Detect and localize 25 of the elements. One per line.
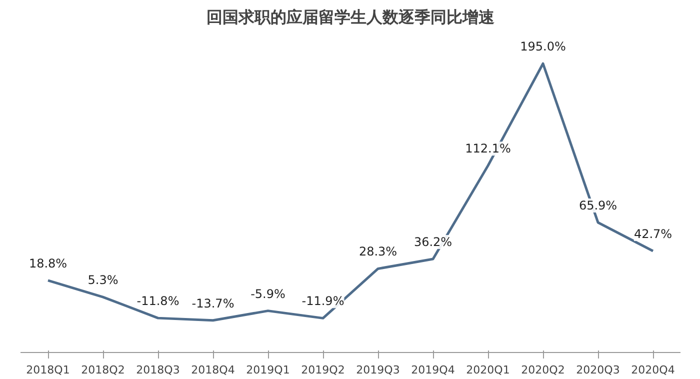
data-label: 195.0% [520,40,566,54]
x-tick-label: 2018Q1 [26,364,70,376]
data-label: -11.8% [136,294,180,308]
x-tick-label: 2020Q1 [466,364,510,376]
x-tick-label: 2018Q2 [81,364,125,376]
x-tick-label: 2020Q2 [521,364,565,376]
x-tick-label: 2019Q1 [246,364,290,376]
data-label: 36.2% [414,235,452,249]
data-label: 28.3% [358,244,398,259]
x-tick-label: 2019Q4 [411,364,455,376]
data-label: -13.7% [192,296,234,310]
data-label: 5.3% [88,273,118,288]
x-tick-label: 2020Q3 [576,364,620,376]
x-tick-label: 2020Q4 [631,364,675,376]
data-label: -5.9% [250,286,286,301]
data-label: 112.1% [465,142,511,156]
x-tick-label: 2018Q3 [136,364,180,376]
chart-title: 回国求职的应届留学生人数逐季同比增速 [206,8,496,26]
x-tick-label: 2018Q4 [191,364,235,376]
x-tick-label: 2019Q3 [356,364,400,376]
data-label: 65.9% [578,198,618,212]
data-label: 42.7% [634,227,672,241]
data-label: 18.8% [28,256,68,270]
data-label: -11.9% [302,294,344,308]
x-tick-label: 2019Q2 [301,364,345,376]
